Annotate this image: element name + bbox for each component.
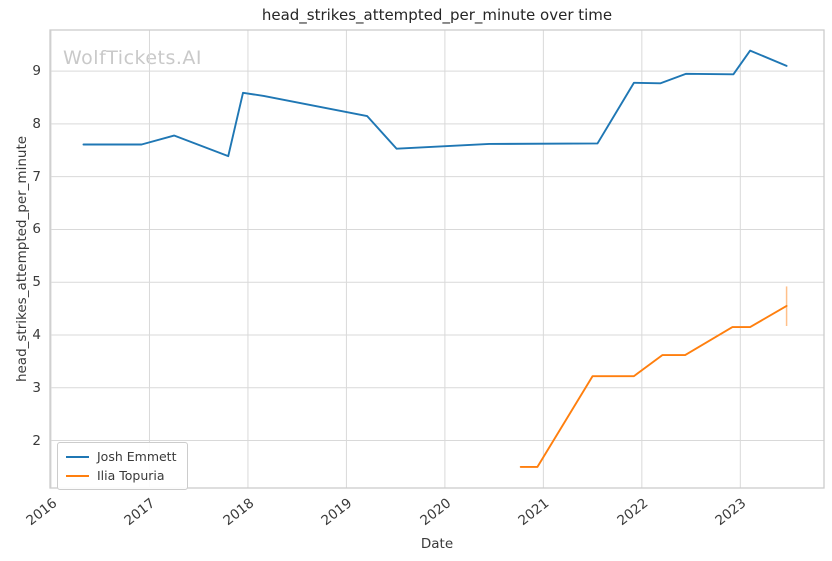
grid-horizontal [50, 70, 824, 442]
y-tick-label-5: 5 [32, 274, 41, 291]
y-tick-label-2: 2 [32, 432, 41, 449]
y-tick-label-8: 8 [32, 115, 41, 132]
y-tick-label-3: 3 [32, 379, 41, 396]
grid-vertical [50, 30, 741, 488]
legend: Josh Emmett Ilia Topuria [57, 442, 188, 490]
legend-item-josh-emmett: Josh Emmett [66, 447, 177, 466]
legend-item-ilia-topuria: Ilia Topuria [66, 466, 177, 485]
y-tick-label-4: 4 [32, 326, 41, 343]
y-tick-label-7: 7 [32, 168, 41, 185]
legend-label-josh-emmett: Josh Emmett [97, 449, 177, 464]
series-line-josh-emmett [82, 49, 788, 158]
watermark: WolfTickets.AI [63, 47, 203, 69]
plot-border [49, 29, 825, 489]
series-line-ilia-topuria [519, 305, 788, 468]
chart-title: head_strikes_attempted_per_minute over t… [261, 6, 613, 24]
y-tick-label-6: 6 [32, 221, 41, 238]
legend-line-sample-ilia-topuria [66, 474, 89, 477]
legend-label-ilia-topuria: Ilia Topuria [97, 468, 165, 483]
legend-line-sample-josh-emmett [66, 455, 89, 458]
x-axis-title: Date [420, 536, 454, 552]
y-tick-label-9: 9 [32, 63, 41, 80]
